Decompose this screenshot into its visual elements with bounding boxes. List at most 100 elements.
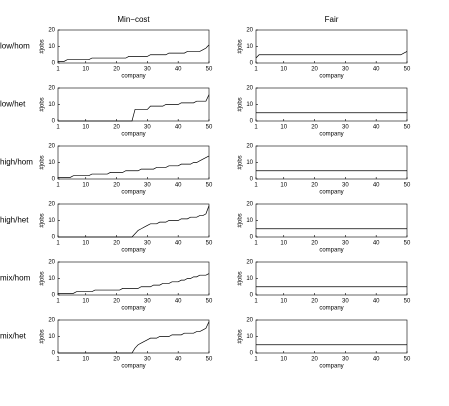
x-tick-label: 50 bbox=[404, 183, 411, 189]
x-tick-label: 10 bbox=[82, 299, 89, 305]
y-tick-label: 20 bbox=[246, 144, 253, 150]
data-line bbox=[58, 155, 210, 178]
x-tick-label: 40 bbox=[373, 241, 380, 247]
x-tick-label: 1 bbox=[254, 299, 258, 305]
x-tick-label: 20 bbox=[113, 67, 120, 73]
x-tick-label: 40 bbox=[175, 357, 182, 363]
panel-title: Min−cost bbox=[117, 15, 150, 24]
plot-frame bbox=[57, 319, 210, 354]
x-tick-label: 50 bbox=[206, 299, 213, 305]
y-tick-label: 20 bbox=[48, 86, 55, 92]
plot-frame bbox=[255, 87, 408, 122]
x-axis-label: company bbox=[121, 248, 145, 254]
x-tick-label: 1 bbox=[254, 67, 258, 73]
x-tick-label: 1 bbox=[56, 357, 60, 363]
x-tick-label: 30 bbox=[342, 357, 349, 363]
x-tick-label: 50 bbox=[404, 299, 411, 305]
y-tick-label: 0 bbox=[52, 235, 56, 241]
plot-frame bbox=[255, 203, 408, 238]
x-axis-label: company bbox=[319, 190, 343, 196]
x-axis-label: company bbox=[319, 364, 343, 370]
x-tick-label: 1 bbox=[56, 183, 60, 189]
x-tick-label: 20 bbox=[113, 183, 120, 189]
y-axis-label: #jobs bbox=[40, 97, 46, 111]
data-line bbox=[58, 273, 210, 294]
x-tick-label: 50 bbox=[206, 357, 213, 363]
x-tick-label: 40 bbox=[175, 299, 182, 305]
x-tick-label: 30 bbox=[342, 183, 349, 189]
y-tick-label: 0 bbox=[52, 119, 56, 125]
x-tick-label: 50 bbox=[404, 357, 411, 363]
y-tick-label: 10 bbox=[48, 218, 55, 224]
x-tick-label: 40 bbox=[175, 125, 182, 131]
panel-title: Fair bbox=[325, 15, 339, 24]
y-tick-label: 20 bbox=[48, 28, 55, 34]
x-tick-label: 10 bbox=[82, 241, 89, 247]
x-tick-label: 20 bbox=[311, 125, 318, 131]
plot-frame bbox=[57, 261, 210, 296]
y-tick-label: 20 bbox=[246, 86, 253, 92]
y-tick-label: 10 bbox=[246, 44, 253, 50]
x-tick-label: 1 bbox=[56, 67, 60, 73]
x-tick-label: 50 bbox=[206, 125, 213, 131]
y-axis-label: #jobs bbox=[238, 39, 244, 53]
x-tick-label: 40 bbox=[373, 67, 380, 73]
x-tick-label: 30 bbox=[342, 299, 349, 305]
y-tick-label: 0 bbox=[250, 61, 254, 67]
y-tick-label: 10 bbox=[48, 160, 55, 166]
x-tick-label: 40 bbox=[373, 125, 380, 131]
x-tick-label: 20 bbox=[113, 357, 120, 363]
plot-frame bbox=[57, 203, 210, 238]
x-axis-label: company bbox=[121, 132, 145, 138]
y-tick-label: 0 bbox=[250, 351, 254, 357]
y-tick-label: 0 bbox=[52, 293, 56, 299]
y-tick-label: 10 bbox=[246, 276, 253, 282]
plot-frame bbox=[255, 145, 408, 180]
y-tick-label: 0 bbox=[52, 61, 56, 67]
y-tick-label: 20 bbox=[246, 202, 253, 208]
row-label: low/het bbox=[0, 100, 26, 109]
y-tick-label: 10 bbox=[246, 218, 253, 224]
x-tick-label: 40 bbox=[373, 357, 380, 363]
x-tick-label: 50 bbox=[206, 241, 213, 247]
x-tick-label: 50 bbox=[404, 125, 411, 131]
y-tick-label: 10 bbox=[246, 102, 253, 108]
y-tick-label: 20 bbox=[246, 28, 253, 34]
x-tick-label: 20 bbox=[311, 299, 318, 305]
y-tick-label: 0 bbox=[52, 177, 56, 183]
y-tick-label: 10 bbox=[48, 334, 55, 340]
x-tick-label: 20 bbox=[311, 357, 318, 363]
x-tick-label: 1 bbox=[254, 183, 258, 189]
plot-frame bbox=[255, 319, 408, 354]
y-tick-label: 10 bbox=[48, 44, 55, 50]
data-line bbox=[58, 205, 210, 238]
x-tick-label: 10 bbox=[280, 357, 287, 363]
x-tick-label: 50 bbox=[206, 67, 213, 73]
row-label: high/hom bbox=[0, 158, 33, 167]
x-tick-label: 1 bbox=[254, 241, 258, 247]
y-tick-label: 0 bbox=[250, 177, 254, 183]
x-tick-label: 20 bbox=[113, 125, 120, 131]
y-tick-label: 20 bbox=[48, 144, 55, 150]
row-label: mix/het bbox=[0, 332, 27, 341]
x-axis-label: company bbox=[319, 132, 343, 138]
y-axis-label: #jobs bbox=[238, 329, 244, 343]
plot-frame bbox=[255, 29, 408, 64]
y-axis-label: #jobs bbox=[40, 155, 46, 169]
data-line bbox=[58, 321, 210, 354]
y-axis-label: #jobs bbox=[40, 329, 46, 343]
y-tick-label: 20 bbox=[48, 318, 55, 324]
x-tick-label: 10 bbox=[280, 67, 287, 73]
x-tick-label: 40 bbox=[373, 299, 380, 305]
x-axis-label: company bbox=[121, 364, 145, 370]
x-tick-label: 30 bbox=[342, 125, 349, 131]
x-tick-label: 30 bbox=[144, 183, 151, 189]
x-tick-label: 10 bbox=[82, 183, 89, 189]
x-axis-label: company bbox=[121, 306, 145, 312]
x-axis-label: company bbox=[319, 74, 343, 80]
y-axis-label: #jobs bbox=[40, 39, 46, 53]
x-tick-label: 30 bbox=[144, 299, 151, 305]
y-tick-label: 10 bbox=[246, 160, 253, 166]
x-tick-label: 1 bbox=[56, 299, 60, 305]
y-tick-label: 0 bbox=[52, 351, 56, 357]
